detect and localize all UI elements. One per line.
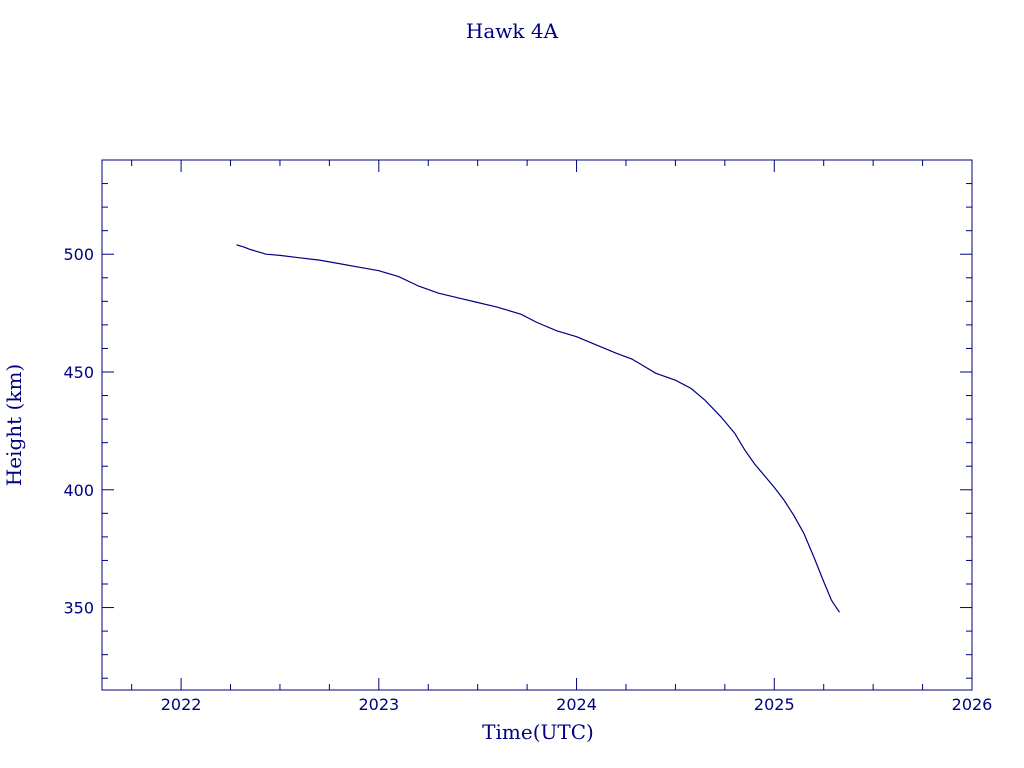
y-tick-label: 350 (63, 599, 94, 618)
y-tick-label: 500 (63, 245, 94, 264)
tick-labels: 2022 2023 2024 2025 2026 350 400 450 500 (63, 245, 992, 714)
x-axis-label: Time(UTC) (482, 720, 594, 744)
x-tick-label: 2022 (161, 695, 202, 714)
chart-title: Hawk 4A (466, 19, 559, 43)
x-tick-label: 2024 (556, 695, 597, 714)
x-tick-label: 2026 (952, 695, 993, 714)
plot-frame (101, 159, 973, 691)
x-tick-label: 2023 (358, 695, 399, 714)
axis-ticks (102, 159, 973, 690)
y-tick-label: 400 (63, 481, 94, 500)
y-tick-label: 450 (63, 363, 94, 382)
y-axis-label: Height (km) (2, 364, 26, 486)
x-tick-label: 2025 (754, 695, 795, 714)
height-series-line (236, 244, 840, 613)
